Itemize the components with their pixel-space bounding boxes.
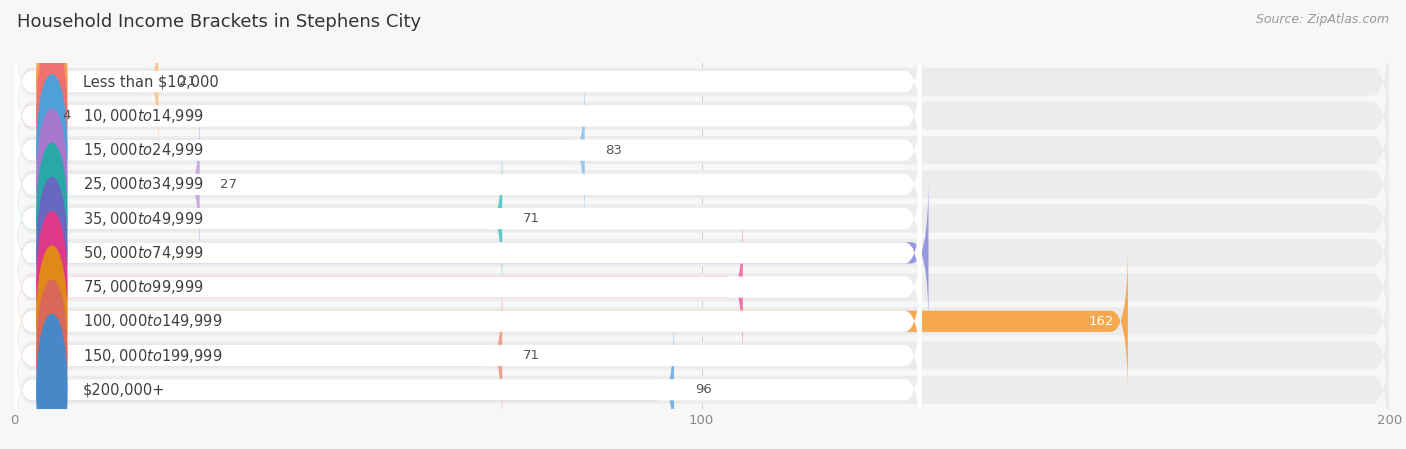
FancyBboxPatch shape	[14, 147, 1389, 290]
Circle shape	[37, 40, 67, 191]
FancyBboxPatch shape	[14, 75, 585, 225]
FancyBboxPatch shape	[14, 181, 1389, 324]
FancyBboxPatch shape	[14, 113, 1389, 256]
Circle shape	[37, 246, 67, 396]
FancyBboxPatch shape	[14, 247, 1128, 396]
FancyBboxPatch shape	[14, 212, 742, 362]
Text: 4: 4	[62, 110, 70, 123]
FancyBboxPatch shape	[14, 216, 1389, 359]
Text: 96: 96	[695, 383, 711, 396]
Text: $75,000 to $99,999: $75,000 to $99,999	[83, 278, 204, 296]
Text: 162: 162	[1088, 315, 1114, 328]
FancyBboxPatch shape	[14, 281, 921, 431]
FancyBboxPatch shape	[14, 41, 42, 191]
FancyBboxPatch shape	[14, 318, 1389, 449]
FancyBboxPatch shape	[14, 7, 921, 157]
Circle shape	[37, 314, 67, 449]
FancyBboxPatch shape	[14, 7, 159, 157]
Text: $25,000 to $34,999: $25,000 to $34,999	[83, 176, 204, 194]
Text: 21: 21	[179, 75, 195, 88]
Text: 106: 106	[704, 281, 730, 294]
FancyBboxPatch shape	[14, 284, 1389, 427]
Text: $10,000 to $14,999: $10,000 to $14,999	[83, 107, 204, 125]
FancyBboxPatch shape	[14, 247, 921, 396]
Circle shape	[37, 212, 67, 362]
Text: Source: ZipAtlas.com: Source: ZipAtlas.com	[1256, 13, 1389, 26]
FancyBboxPatch shape	[14, 250, 1389, 393]
Text: $50,000 to $74,999: $50,000 to $74,999	[83, 244, 204, 262]
Circle shape	[37, 177, 67, 328]
FancyBboxPatch shape	[14, 79, 1389, 222]
FancyBboxPatch shape	[14, 41, 921, 191]
Text: 83: 83	[606, 144, 623, 157]
FancyBboxPatch shape	[14, 315, 921, 449]
FancyBboxPatch shape	[14, 178, 928, 328]
FancyBboxPatch shape	[14, 178, 921, 328]
Text: $100,000 to $149,999: $100,000 to $149,999	[83, 313, 222, 330]
FancyBboxPatch shape	[14, 110, 921, 260]
Text: $15,000 to $24,999: $15,000 to $24,999	[83, 141, 204, 159]
Circle shape	[37, 280, 67, 431]
Text: Household Income Brackets in Stephens City: Household Income Brackets in Stephens Ci…	[17, 13, 420, 31]
FancyBboxPatch shape	[14, 281, 502, 431]
Text: 71: 71	[523, 349, 540, 362]
FancyBboxPatch shape	[14, 44, 1389, 188]
Text: 27: 27	[221, 178, 238, 191]
Circle shape	[37, 109, 67, 260]
FancyBboxPatch shape	[14, 144, 502, 294]
Circle shape	[37, 143, 67, 294]
Circle shape	[37, 6, 67, 157]
Text: $150,000 to $199,999: $150,000 to $199,999	[83, 347, 222, 365]
FancyBboxPatch shape	[14, 212, 921, 362]
Text: 71: 71	[523, 212, 540, 225]
FancyBboxPatch shape	[14, 144, 921, 294]
FancyBboxPatch shape	[14, 110, 200, 260]
FancyBboxPatch shape	[14, 315, 673, 449]
Text: $35,000 to $49,999: $35,000 to $49,999	[83, 210, 204, 228]
FancyBboxPatch shape	[14, 75, 921, 225]
FancyBboxPatch shape	[14, 10, 1389, 153]
Text: $200,000+: $200,000+	[83, 382, 165, 397]
Circle shape	[37, 75, 67, 225]
Text: 133: 133	[889, 247, 915, 260]
Text: Less than $10,000: Less than $10,000	[83, 74, 218, 89]
